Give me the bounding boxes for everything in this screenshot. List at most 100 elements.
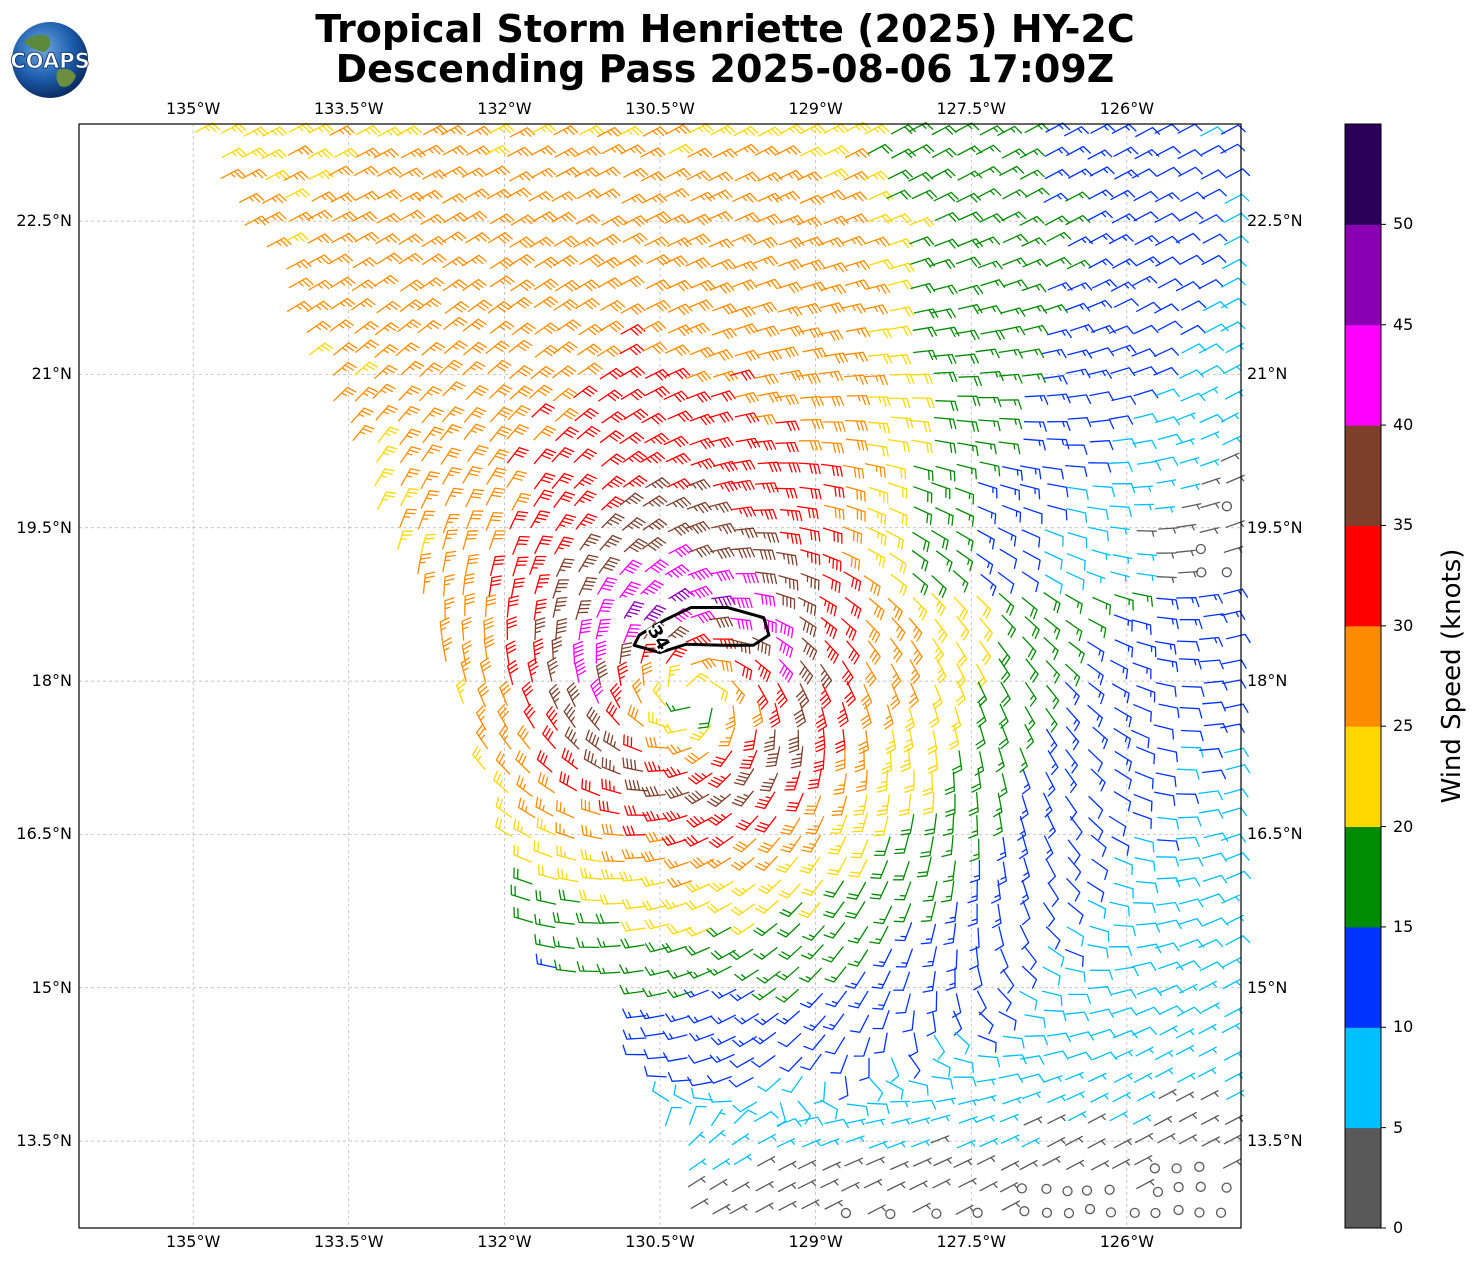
wind-barb xyxy=(945,793,956,817)
wind-barb xyxy=(735,815,759,831)
wind-barb xyxy=(485,340,510,354)
wind-barb xyxy=(781,1076,803,1093)
wind-barb xyxy=(1136,922,1161,933)
wind-barb xyxy=(888,279,913,290)
wind-barb xyxy=(731,883,756,897)
wind-barb xyxy=(689,724,712,741)
wind-barb xyxy=(398,385,422,401)
wind-barb xyxy=(586,706,601,731)
wind-barb xyxy=(516,775,533,797)
wind-barb xyxy=(1087,1138,1106,1149)
calm-circle xyxy=(840,1207,852,1219)
wind-barb xyxy=(845,419,868,432)
wind-barb xyxy=(662,723,687,734)
wind-barb xyxy=(953,1158,973,1168)
wind-barb xyxy=(1198,809,1224,819)
lon-tick-label-top: 129°W xyxy=(788,99,843,118)
wind-barb xyxy=(642,987,667,998)
wind-barb xyxy=(551,472,574,489)
wind-barb xyxy=(823,215,849,226)
wind-barb xyxy=(555,514,577,532)
wind-barb xyxy=(551,636,563,661)
wind-barb xyxy=(908,617,923,642)
wind-barb xyxy=(665,452,691,465)
wind-barb xyxy=(595,913,620,924)
wind-barb xyxy=(778,575,799,591)
wind-barb xyxy=(400,209,426,221)
wind-barb xyxy=(710,1035,736,1046)
wind-barb xyxy=(777,462,801,473)
wind-barb xyxy=(553,341,578,354)
wind-barb xyxy=(818,329,844,341)
wind-barb xyxy=(1153,724,1175,740)
wind-barb xyxy=(920,901,937,922)
wind-barb xyxy=(776,923,801,938)
wind-barb xyxy=(799,616,817,638)
wind-barb xyxy=(557,868,579,883)
wind-barb xyxy=(578,618,593,641)
wind-barb xyxy=(977,1034,997,1053)
wind-barb xyxy=(979,640,992,665)
wind-barb xyxy=(1131,729,1150,749)
wind-barb xyxy=(754,482,779,493)
lon-tick-label-bottom: 129°W xyxy=(788,1232,843,1251)
wind-barb xyxy=(599,534,622,551)
wind-barb xyxy=(823,168,849,179)
wind-barb xyxy=(1178,211,1204,222)
wind-barb xyxy=(848,990,869,1009)
wind-barb xyxy=(420,471,441,490)
wind-barb xyxy=(595,660,608,686)
wind-barb xyxy=(596,345,622,357)
wind-barb xyxy=(1157,278,1183,289)
wind-barb xyxy=(536,816,556,836)
wind-barb xyxy=(1069,324,1095,333)
wind-barb xyxy=(1002,1096,1022,1105)
wind-barb xyxy=(421,407,445,424)
wind-barb xyxy=(1133,794,1153,812)
wind-barb xyxy=(261,211,287,222)
wind-barb xyxy=(776,1138,796,1148)
colorbar-tick-label: 0 xyxy=(1393,1218,1404,1237)
wind-barb xyxy=(997,988,1012,1012)
wind-barb xyxy=(1201,254,1227,266)
wind-barb xyxy=(1112,1007,1138,1016)
wind-barb xyxy=(534,322,559,335)
wind-barb xyxy=(376,213,402,224)
wind-barb xyxy=(354,386,378,402)
wind-barb xyxy=(867,640,881,665)
wind-barb xyxy=(779,214,805,225)
wind-barb xyxy=(932,1178,951,1189)
wind-barb xyxy=(620,388,646,401)
wind-barb xyxy=(894,922,913,942)
wind-barb xyxy=(1202,701,1226,712)
wind-barb xyxy=(1042,466,1064,480)
wind-barb xyxy=(795,683,810,709)
wind-barb xyxy=(1155,256,1181,267)
wind-barb xyxy=(1154,192,1180,203)
wind-barb xyxy=(876,794,890,816)
wind-barb xyxy=(532,211,558,223)
wind-barb xyxy=(926,1012,937,1037)
wind-barb xyxy=(951,750,963,775)
wind-barb xyxy=(487,448,510,466)
wind-barb xyxy=(666,496,692,509)
wind-barb xyxy=(909,217,935,228)
wind-barb xyxy=(948,725,960,750)
wind-barb xyxy=(933,1034,946,1060)
wind-barb xyxy=(555,426,579,442)
wind-barb xyxy=(1203,680,1228,691)
wind-barb xyxy=(395,342,420,356)
wind-barb xyxy=(1001,211,1027,222)
wind-barb xyxy=(913,349,938,361)
wind-barb xyxy=(1156,839,1180,851)
wind-barb xyxy=(1223,212,1249,223)
wind-barb xyxy=(1019,215,1045,226)
wind-barb xyxy=(958,211,984,222)
wind-barb xyxy=(417,298,442,311)
wind-barb xyxy=(1226,633,1251,644)
wind-barb xyxy=(1157,816,1180,830)
wind-barb xyxy=(1090,419,1115,430)
wind-barb xyxy=(553,299,579,311)
lon-tick-label-top: 127.5°W xyxy=(936,99,1007,118)
wind-barb xyxy=(802,347,827,359)
